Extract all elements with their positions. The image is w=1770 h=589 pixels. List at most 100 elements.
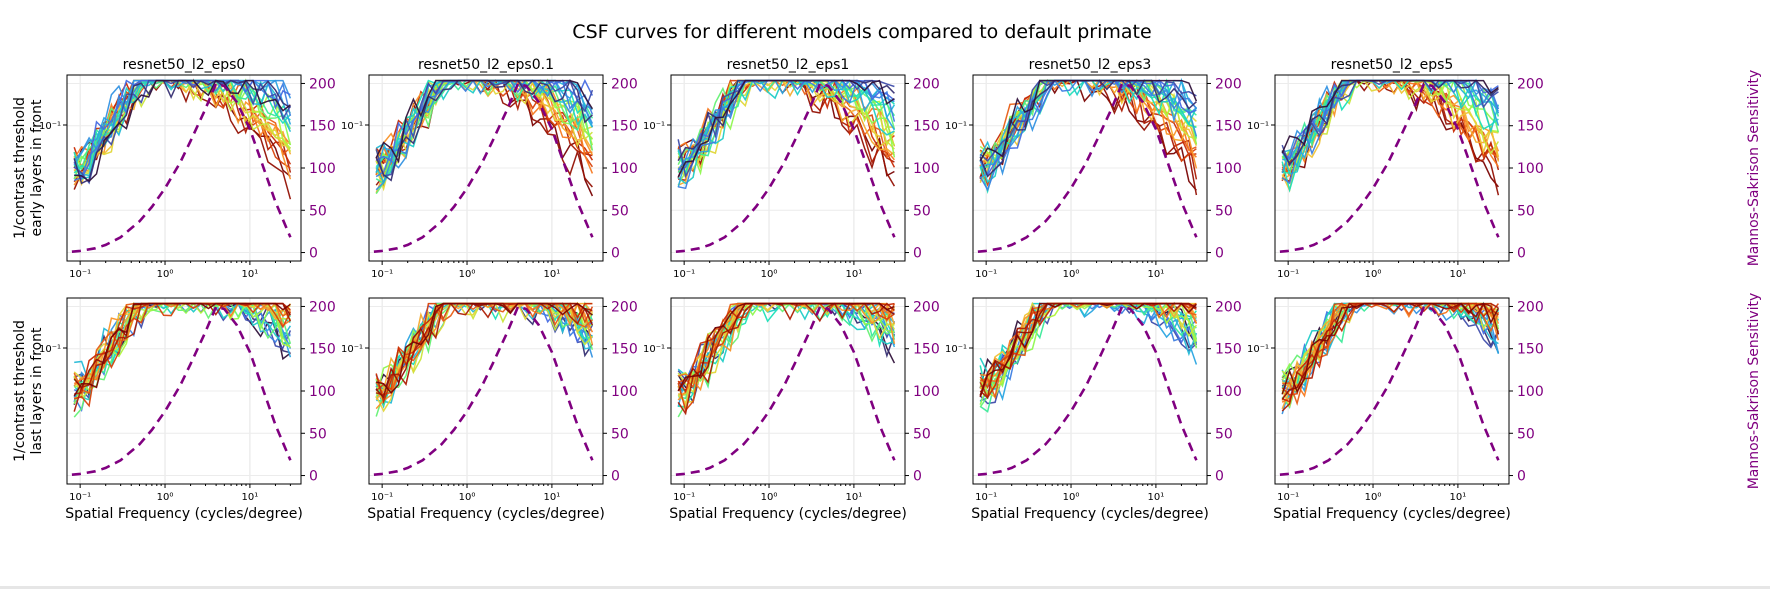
mannos-sakrison-curve [71, 304, 292, 476]
secondary-axis-label: Mannos-Sakrison Sensitivity [1746, 70, 1762, 267]
right-tick-label: 0 [1517, 246, 1526, 262]
right-tick-label: 0 [1517, 469, 1526, 485]
right-tick-label: 0 [913, 246, 922, 262]
right-tick-label: 50 [309, 426, 327, 442]
mannos-sakrison-curve [373, 304, 594, 476]
right-tick-label: 150 [611, 119, 638, 135]
curves-group [71, 78, 292, 253]
model-curve [979, 78, 1198, 192]
right-tick-label: 50 [611, 426, 629, 442]
panel-title: resnet50_l2_eps0 [123, 57, 246, 73]
x-tick-label: 10¹ [242, 269, 259, 280]
curves-group [977, 77, 1198, 253]
right-tick-label: 50 [611, 203, 629, 219]
right-tick-label: 150 [1215, 119, 1242, 135]
x-tick-label: 10⁰ [1063, 269, 1080, 280]
row-label-line-2: last layers in front [29, 327, 45, 455]
x-tick-label: 10¹ [846, 269, 863, 280]
x-tick-label: 10⁻¹ [975, 492, 997, 503]
curves-group [373, 78, 594, 253]
y-tick-label: 10⁻¹ [341, 121, 363, 132]
mannos-sakrison-curve [71, 81, 292, 253]
x-tick-label: 10⁰ [157, 492, 174, 503]
figure-title: CSF curves for different models compared… [572, 21, 1151, 43]
right-tick-label: 100 [913, 384, 940, 400]
subplot-last-resnet50_l2_eps0.1: 10⁻¹ 10⁰ 10¹ 10⁻¹ 0 50 100 150 200 Spatial Freque… [341, 297, 638, 522]
right-tick-label: 50 [309, 203, 327, 219]
mannos-sakrison-curve [675, 81, 896, 253]
y-tick-label: 10⁻¹ [945, 344, 967, 355]
y-tick-label: 10⁻¹ [39, 344, 61, 355]
right-tick-label: 200 [309, 299, 336, 315]
y-tick-label: 10⁻¹ [1247, 344, 1269, 355]
right-tick-label: 100 [1215, 161, 1242, 177]
subplot-last-resnet50_l2_eps1: 10⁻¹ 10⁰ 10¹ 10⁻¹ 0 50 100 150 200 Spatial Freque… [643, 297, 940, 522]
right-tick-label: 0 [611, 246, 620, 262]
model-curve [73, 79, 291, 187]
x-tick-label: 10¹ [1148, 492, 1165, 503]
panel-title: resnet50_l2_eps3 [1029, 57, 1152, 73]
subplot-early-resnet50_l2_eps1: 10⁻¹ 10⁰ 10¹ 10⁻¹ 0 50 100 150 200 resnet50_l2_ep… [643, 57, 940, 280]
secondary-axis-label-0: Mannos-Sakrison Sensitivity [1746, 70, 1762, 267]
model-curve [74, 79, 292, 177]
panel-title: resnet50_l2_eps0.1 [418, 57, 554, 73]
right-tick-label: 200 [913, 299, 940, 315]
right-tick-label: 50 [913, 203, 931, 219]
mannos-sakrison-curve [675, 304, 896, 476]
curves-group [71, 301, 292, 476]
right-tick-label: 200 [1215, 76, 1242, 92]
model-curve [677, 79, 895, 176]
right-tick-label: 100 [611, 384, 638, 400]
x-tick-label: 10⁰ [157, 269, 174, 280]
x-tick-label: 10⁰ [761, 269, 778, 280]
curves-group [675, 78, 896, 253]
model-curve [375, 79, 594, 164]
y-tick-label: 10⁻¹ [643, 121, 665, 132]
curves-group [1279, 301, 1500, 476]
curves-group [373, 301, 594, 476]
right-tick-label: 150 [913, 342, 940, 358]
x-axis-label: Spatial Frequency (cycles/degree) [1273, 506, 1511, 522]
x-tick-label: 10⁰ [459, 492, 476, 503]
right-tick-label: 200 [309, 76, 336, 92]
model-curve [74, 79, 291, 183]
right-tick-label: 0 [913, 469, 922, 485]
model-curve [677, 302, 895, 392]
model-curve [375, 79, 594, 188]
x-tick-label: 10⁰ [761, 492, 778, 503]
model-curve [1281, 79, 1499, 154]
x-axis-label: Spatial Frequency (cycles/degree) [669, 506, 907, 522]
curves-group [1279, 78, 1500, 253]
y-tick-label: 10⁻¹ [945, 121, 967, 132]
right-tick-label: 50 [1517, 203, 1535, 219]
right-tick-label: 200 [913, 76, 940, 92]
x-tick-label: 10⁰ [1063, 492, 1080, 503]
x-tick-label: 10⁻¹ [975, 269, 997, 280]
right-tick-label: 200 [1215, 299, 1242, 315]
x-tick-label: 10⁻¹ [69, 492, 91, 503]
mannos-sakrison-curve [977, 81, 1198, 253]
x-tick-label: 10⁰ [459, 269, 476, 280]
right-tick-label: 100 [611, 161, 638, 177]
right-tick-label: 100 [1517, 384, 1544, 400]
subplot-last-resnet50_l2_eps5: 10⁻¹ 10⁰ 10¹ 10⁻¹ 0 50 100 150 200 Spatial Freque… [1247, 297, 1544, 522]
right-tick-label: 150 [913, 119, 940, 135]
y-tick-label: 10⁻¹ [643, 344, 665, 355]
right-tick-label: 100 [309, 384, 336, 400]
x-axis-label: Spatial Frequency (cycles/degree) [971, 506, 1209, 522]
x-tick-label: 10⁻¹ [673, 269, 695, 280]
x-tick-label: 10¹ [846, 492, 863, 503]
subplot-early-resnet50_l2_eps3: 10⁻¹ 10⁰ 10¹ 10⁻¹ 0 50 100 150 200 resnet50_l2_ep… [945, 57, 1242, 280]
x-tick-label: 10¹ [544, 492, 561, 503]
subplot-last-resnet50_l2_eps0: 10⁻¹ 10⁰ 10¹ 10⁻¹ 0 50 100 150 200 Spatial Freque… [39, 297, 336, 522]
model-curve [73, 79, 292, 182]
curves-group [977, 301, 1198, 476]
right-tick-label: 0 [309, 246, 318, 262]
x-tick-label: 10¹ [1450, 492, 1467, 503]
secondary-axis-label-1: Mannos-Sakrison Sensitivity [1746, 293, 1762, 490]
x-tick-label: 10¹ [1450, 269, 1467, 280]
right-tick-label: 150 [611, 342, 638, 358]
right-tick-label: 200 [1517, 299, 1544, 315]
x-tick-label: 10⁻¹ [1277, 492, 1299, 503]
